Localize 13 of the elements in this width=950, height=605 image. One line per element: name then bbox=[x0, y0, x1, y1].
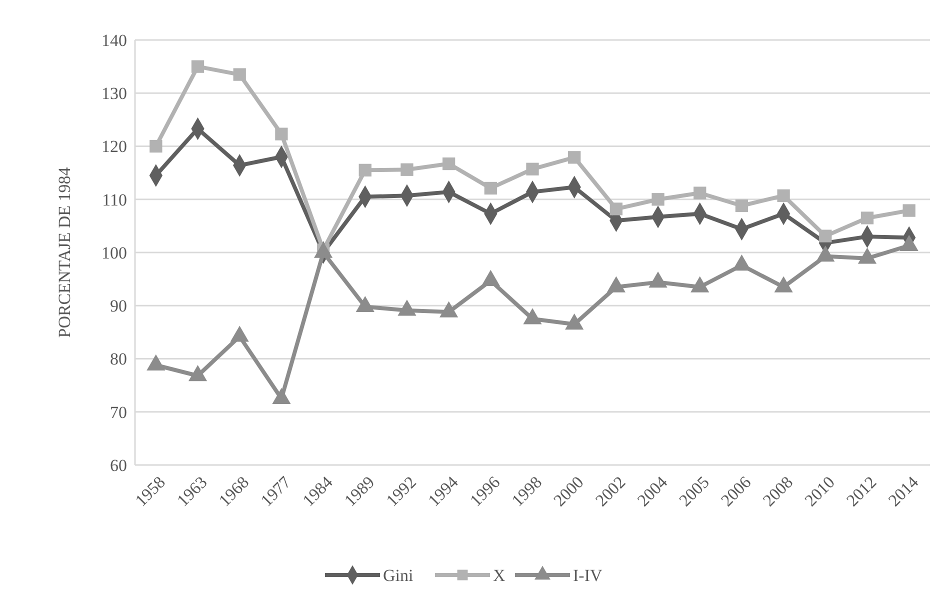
legend-label: I-IV bbox=[573, 566, 603, 585]
legend-label: Gini bbox=[383, 566, 414, 585]
y-tick-label: 120 bbox=[102, 137, 127, 156]
y-tick-label: 70 bbox=[110, 402, 127, 422]
legend-label: X bbox=[493, 566, 506, 585]
y-tick-label: 90 bbox=[110, 296, 127, 316]
y-tick-label: 140 bbox=[102, 30, 127, 50]
y-tick-label: 130 bbox=[102, 84, 127, 104]
y-tick-label: 60 bbox=[110, 456, 127, 475]
y-axis-title: PORCENTAJE DE 1984 bbox=[55, 166, 74, 338]
y-tick-label: 80 bbox=[110, 350, 127, 369]
y-tick-label: 110 bbox=[102, 190, 127, 210]
y-tick-label: 100 bbox=[102, 243, 127, 262]
